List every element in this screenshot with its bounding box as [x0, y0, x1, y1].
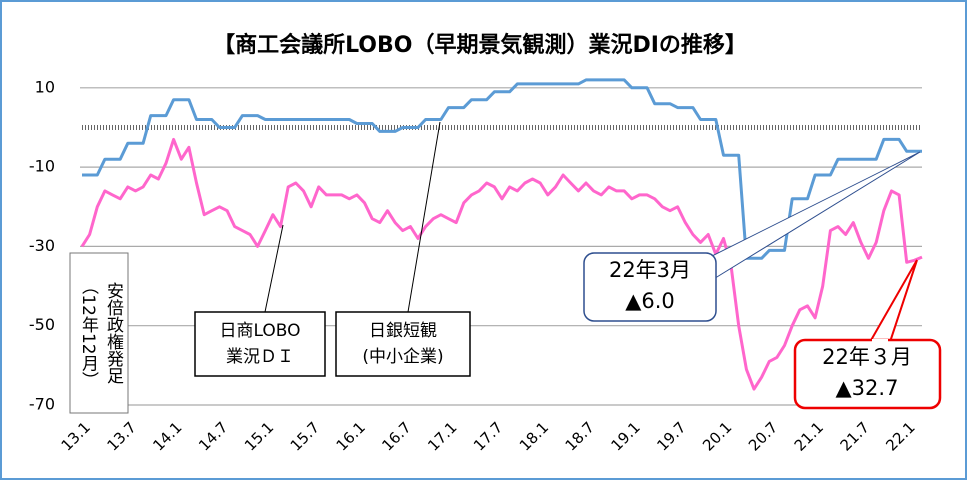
- chart-title: 【商工会議所LOBO（早期景気観測）業況DIの推移】: [213, 32, 747, 58]
- series-line: [82, 78, 922, 260]
- callout-text: ▲32.7: [836, 376, 899, 400]
- callout-text: ▲6.0: [625, 289, 675, 313]
- series-line: [80, 137, 923, 391]
- callout-box: [583, 252, 717, 322]
- annotation-text: 安倍政権発足: [103, 282, 124, 384]
- callout-text: 22年3月: [609, 258, 691, 282]
- annotation-text: 日商LOBO: [220, 321, 301, 341]
- y-tick-label: -70: [29, 395, 55, 414]
- y-tick-label: -30: [29, 236, 55, 255]
- annotation-text: (中小企業): [362, 347, 443, 367]
- callout-join: [698, 261, 714, 281]
- annotation-box: [335, 311, 471, 377]
- y-tick-label: -50: [29, 315, 55, 334]
- leader-line: [264, 224, 284, 313]
- y-tick-label: -10: [29, 157, 55, 176]
- annotation-text: （12年12月）: [78, 277, 99, 388]
- callout-text: 22年３月: [822, 345, 912, 369]
- annotation-text: 業況ＤＩ: [226, 347, 294, 367]
- annotation-box: [69, 252, 129, 414]
- leader-line: [407, 121, 441, 313]
- y-tick-label: 10: [35, 77, 55, 96]
- annotation-box: [194, 311, 326, 377]
- callout-box: [793, 338, 942, 410]
- annotation-text: 日銀短観: [369, 321, 437, 341]
